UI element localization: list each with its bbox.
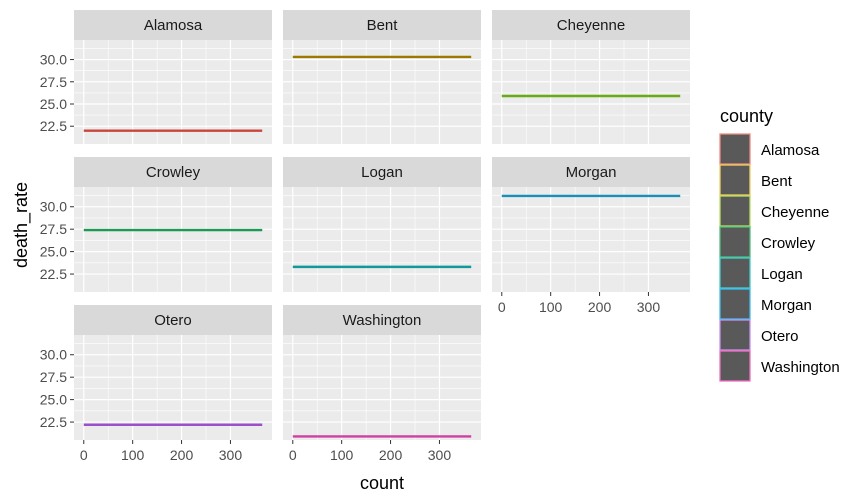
facet-morgan: Morgan <box>492 157 690 292</box>
x-tick-label: 0 <box>80 447 88 463</box>
facet-strip-logan <box>283 157 481 187</box>
y-tick-label: 22.5 <box>40 118 67 134</box>
legend-label-alamosa: Alamosa <box>761 142 820 159</box>
legend-item-crowley: Crowley <box>719 226 816 258</box>
y-axis-title: death_rate <box>11 182 32 268</box>
y-tick-label: 22.5 <box>40 414 67 430</box>
x-tick-label: 300 <box>637 299 661 315</box>
legend-title: county <box>720 106 773 126</box>
y-tick-label: 25.0 <box>40 244 67 260</box>
y-tick-label: 25.0 <box>40 96 67 112</box>
facet-strip-crowley <box>74 157 272 187</box>
panel-background-bent <box>283 40 481 144</box>
legend-item-cheyenne: Cheyenne <box>719 195 829 227</box>
facet-crowley: Crowley <box>74 157 272 292</box>
y-tick-label: 27.5 <box>40 221 67 237</box>
x-axis-title: count <box>360 473 404 493</box>
legend-label-washington: Washington <box>761 359 840 376</box>
facet-logan: Logan <box>283 157 481 292</box>
x-tick-label: 200 <box>379 447 403 463</box>
panel-background-logan <box>283 187 481 292</box>
x-tick-label: 100 <box>330 447 354 463</box>
legend-key-washington <box>719 350 751 382</box>
legend-item-washington: Washington <box>719 350 840 382</box>
facet-strip-cheyenne <box>492 10 690 40</box>
legend-label-otero: Otero <box>761 328 799 345</box>
legend-label-crowley: Crowley <box>761 235 816 252</box>
facet-strip-label-logan: Logan <box>361 164 403 181</box>
facet-strip-label-alamosa: Alamosa <box>144 17 203 34</box>
legend-label-bent: Bent <box>761 173 793 190</box>
x-tick-label: 0 <box>289 447 297 463</box>
y-tick-label: 27.5 <box>40 369 67 385</box>
facet-cheyenne: Cheyenne <box>492 10 690 144</box>
facet-strip-label-washington: Washington <box>343 312 422 329</box>
legend-key-alamosa <box>719 133 751 165</box>
facet-strip-label-cheyenne: Cheyenne <box>557 17 625 34</box>
legend-key-logan <box>719 257 751 289</box>
legend-key-morgan <box>719 288 751 320</box>
y-tick-label: 22.5 <box>40 266 67 282</box>
facet-alamosa: Alamosa <box>74 10 272 144</box>
x-tick-label: 100 <box>121 447 145 463</box>
facet-bent: Bent <box>283 10 481 144</box>
x-tick-label: 300 <box>428 447 452 463</box>
panel-background-morgan <box>492 187 690 292</box>
x-tick-label: 200 <box>588 299 612 315</box>
legend-label-morgan: Morgan <box>761 297 812 314</box>
y-tick-label: 30.0 <box>40 199 67 215</box>
legend-label-logan: Logan <box>761 266 803 283</box>
legend-item-morgan: Morgan <box>719 288 812 320</box>
facet-strip-label-morgan: Morgan <box>566 164 617 181</box>
y-tick-label: 27.5 <box>40 74 67 90</box>
legend-label-cheyenne: Cheyenne <box>761 204 829 221</box>
legend-item-alamosa: Alamosa <box>719 133 820 165</box>
facet-strip-otero <box>74 305 272 335</box>
y-tick-label: 30.0 <box>40 52 67 68</box>
y-tick-label: 25.0 <box>40 392 67 408</box>
facet-strip-bent <box>283 10 481 40</box>
x-tick-label: 300 <box>219 447 243 463</box>
x-tick-label: 100 <box>539 299 563 315</box>
panel-background-cheyenne <box>492 40 690 144</box>
panel-background-crowley <box>74 187 272 292</box>
x-tick-label: 0 <box>498 299 506 315</box>
facet-strip-washington <box>283 305 481 335</box>
x-tick-label: 200 <box>170 447 194 463</box>
facet-strip-label-crowley: Crowley <box>146 164 201 181</box>
facet-strip-alamosa <box>74 10 272 40</box>
legend-key-crowley <box>719 226 751 258</box>
legend-item-bent: Bent <box>719 164 793 196</box>
axes: 22.5 25.0 27.5 30.0 22.5 25.0 27.5 30.0 22.5 25.0… <box>40 52 661 463</box>
facet-strip-morgan <box>492 157 690 187</box>
y-tick-label: 30.0 <box>40 347 67 363</box>
legend: county Alamosa Bent Cheyenne Crowley Logan Mo… <box>719 106 840 382</box>
legend-key-bent <box>719 164 751 196</box>
facet-washington: Washington <box>283 305 481 440</box>
legend-key-otero <box>719 319 751 351</box>
facet-panels: Alamosa Bent Cheyenne Crowley Logan Morgan Ote… <box>74 10 690 440</box>
legend-key-cheyenne <box>719 195 751 227</box>
legend-item-logan: Logan <box>719 257 803 289</box>
facet-otero: Otero <box>74 305 272 440</box>
legend-item-otero: Otero <box>719 319 799 351</box>
facet-strip-label-bent: Bent <box>367 17 399 34</box>
panel-background-washington <box>283 335 481 440</box>
facet-strip-label-otero: Otero <box>154 312 192 329</box>
panel-background-alamosa <box>74 40 272 144</box>
